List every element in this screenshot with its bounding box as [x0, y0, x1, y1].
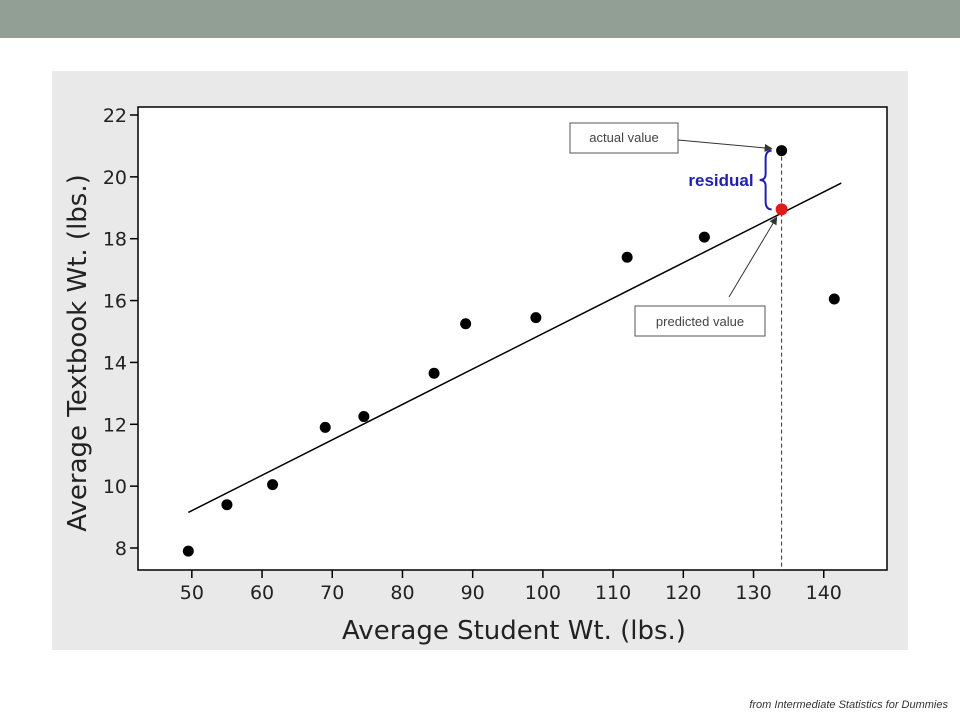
actual-value-arrow — [677, 139, 773, 152]
data-point — [621, 251, 633, 263]
data-point — [267, 479, 279, 491]
residual-label: residual — [688, 171, 753, 190]
x-axis-label: Average Student Wt. (lbs.) — [342, 616, 686, 646]
y-tick-label: 22 — [103, 105, 127, 127]
data-point — [460, 318, 472, 330]
source-note: from Intermediate Statistics for Dummies — [749, 699, 948, 711]
chart-panel: 50 60 70 80 90 100 110 120 130 140 8 10 12 14 16 18 20 2… — [52, 71, 908, 650]
data-point — [828, 293, 840, 305]
residual-brace — [759, 149, 772, 211]
actual-value-box — [569, 122, 679, 154]
y-tick-label: 18 — [103, 229, 127, 251]
x-tick-label: 50 — [180, 582, 204, 604]
data-point — [530, 312, 542, 324]
x-tick-label: 70 — [320, 582, 344, 604]
data-point — [428, 367, 440, 379]
y-tick-label: 14 — [103, 352, 127, 374]
y-tick-label: 20 — [103, 167, 127, 189]
actual-value-label: actual value — [589, 130, 658, 145]
predicted-value-label: predicted value — [656, 314, 744, 329]
x-tick-label: 80 — [390, 582, 414, 604]
y-tick-label: 8 — [115, 538, 127, 560]
scatter-chart: 50 60 70 80 90 100 110 120 130 140 8 10 12 14 16 18 20 2… — [63, 105, 888, 646]
x-tick-label: 120 — [665, 582, 701, 604]
predicted-point — [775, 203, 788, 216]
data-point — [358, 411, 370, 423]
data-point — [776, 145, 788, 157]
data-points — [182, 145, 840, 557]
y-axis-ticks: 8 10 12 14 16 18 20 22 — [103, 105, 138, 560]
y-axis-label: Average Textbook Wt. (lbs.) — [63, 174, 93, 532]
x-tick-label: 140 — [806, 582, 842, 604]
x-axis-ticks: 50 60 70 80 90 100 110 120 130 140 — [180, 570, 842, 604]
x-tick-label: 110 — [595, 582, 631, 604]
x-tick-label: 90 — [461, 582, 485, 604]
data-point — [182, 545, 194, 557]
y-tick-label: 16 — [103, 291, 127, 313]
y-tick-label: 10 — [103, 476, 127, 498]
y-tick-label: 12 — [103, 414, 127, 436]
data-point — [698, 231, 710, 243]
predicted-value-box — [634, 305, 766, 337]
x-tick-label: 130 — [735, 582, 771, 604]
data-point — [319, 421, 331, 433]
plot-frame — [137, 106, 888, 571]
regression-line — [187, 182, 842, 514]
data-point — [221, 499, 233, 511]
predicted-value-arrow — [728, 216, 778, 298]
x-tick-label: 60 — [250, 582, 274, 604]
header-bar — [0, 0, 960, 38]
x-tick-label: 100 — [525, 582, 561, 604]
